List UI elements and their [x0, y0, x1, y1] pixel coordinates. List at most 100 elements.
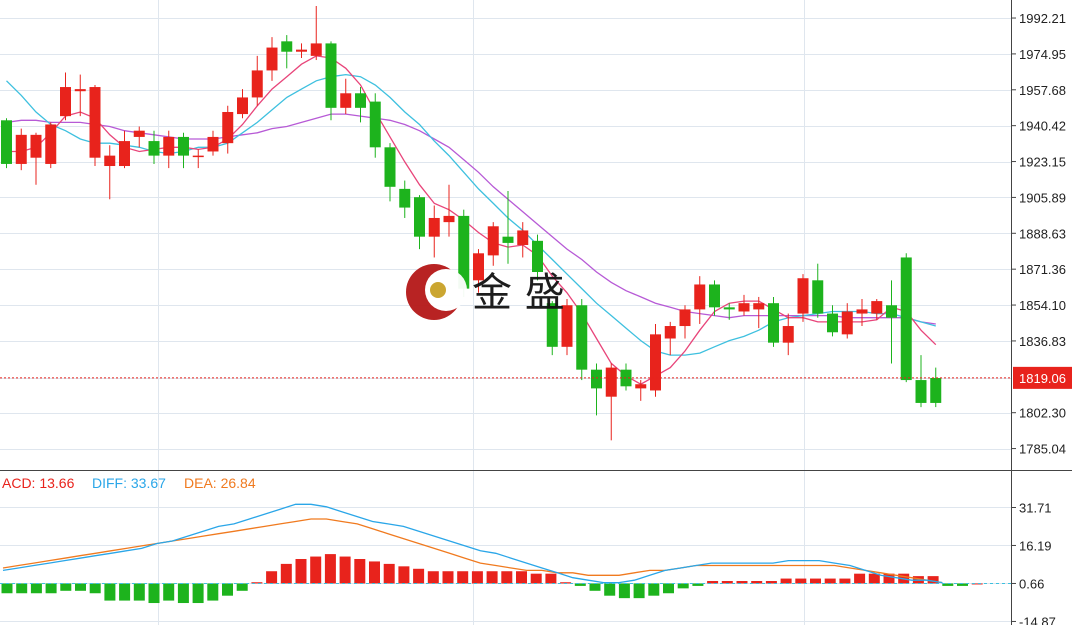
- candle-down: [576, 299, 588, 381]
- macd-bar: [1, 583, 13, 594]
- macd-bar: [442, 571, 454, 584]
- macd-bar: [104, 583, 116, 601]
- candle-body: [487, 226, 499, 256]
- candle-down: [384, 143, 396, 202]
- candle-up: [650, 323, 661, 397]
- candle-up: [30, 132, 42, 185]
- candle-body: [546, 303, 558, 347]
- candle-down: [930, 367, 942, 408]
- macd-bar: [413, 568, 425, 584]
- candle-body: [561, 305, 573, 347]
- candle-body: [797, 278, 809, 314]
- candle-body: [384, 147, 396, 187]
- candle-body: [45, 124, 57, 164]
- candle-body: [753, 303, 765, 310]
- candle-body: [178, 136, 189, 156]
- price-tick-label: 1905.89: [1019, 190, 1066, 205]
- candle-up: [133, 126, 145, 148]
- macd-bar: [501, 571, 513, 584]
- candle-down: [620, 363, 632, 391]
- macd-bar: [369, 561, 380, 584]
- macd-bar: [148, 583, 160, 604]
- candle-body: [738, 303, 750, 312]
- candle-up: [694, 276, 706, 324]
- candle-up: [296, 43, 307, 58]
- candle-body: [148, 141, 160, 156]
- ma-mid-line: [6, 73, 936, 356]
- candle-up: [797, 274, 809, 322]
- price-tick-label: 1871.36: [1019, 262, 1066, 277]
- candle-up: [856, 299, 868, 327]
- macd-histogram: [1, 554, 983, 604]
- macd-bar: [457, 571, 469, 584]
- candle-down: [886, 280, 897, 364]
- macd-bar: [971, 583, 983, 585]
- macd-bar: [560, 582, 572, 584]
- candle-down: [709, 280, 720, 316]
- candle-body: [635, 384, 647, 389]
- candle-up: [89, 84, 101, 167]
- candle-up: [163, 130, 175, 169]
- candle-down: [812, 263, 824, 318]
- candle-up: [753, 296, 765, 329]
- candle-body: [856, 309, 868, 314]
- macd-bar: [339, 556, 351, 584]
- candle-down: [178, 132, 189, 169]
- candle-up: [15, 128, 27, 171]
- jinsheng-logo-icon: [406, 264, 467, 320]
- candle-down: [827, 305, 838, 337]
- candle-up: [237, 89, 248, 119]
- candle-body: [296, 49, 307, 52]
- candle-body: [163, 136, 175, 156]
- price-tick-label: 1785.04: [1019, 442, 1066, 457]
- candle-body: [251, 70, 263, 98]
- current-price-tag: 1819.06: [1013, 366, 1072, 389]
- macd-bar: [589, 583, 601, 591]
- candle-body: [266, 47, 278, 71]
- macd-bar: [942, 583, 954, 586]
- candle-body: [15, 134, 27, 164]
- candle-up: [605, 363, 617, 441]
- macd-axis: 31.71 16.19 0.66 -14.87: [1011, 500, 1056, 625]
- candle-body: [207, 136, 219, 152]
- macd-bar: [824, 578, 836, 584]
- candle-body: [30, 134, 42, 158]
- dea-value-label: DEA: 26.84: [184, 475, 256, 491]
- macd-bar: [177, 583, 189, 604]
- candle-body: [502, 236, 514, 243]
- candle-up: [207, 130, 219, 156]
- macd-bar: [45, 583, 57, 594]
- candle-body: [591, 369, 602, 389]
- price-axis: 1992.21 1974.95 1957.68 1940.42 1923.15 1905.…: [1011, 11, 1066, 457]
- candle-body: [709, 284, 720, 308]
- candle-body: [827, 313, 838, 333]
- macd-bar: [163, 583, 175, 601]
- macd-bar: [692, 583, 704, 586]
- price-tick-label: 1854.10: [1019, 298, 1066, 313]
- current-price-label: 1819.06: [1019, 371, 1066, 386]
- macd-bar: [251, 582, 263, 584]
- candle-down: [1, 118, 12, 169]
- price-tick-label: 1802.30: [1019, 406, 1066, 421]
- candle-body: [576, 305, 588, 370]
- candle-body: [694, 284, 706, 310]
- candle-body: [886, 305, 897, 318]
- macd-bar: [839, 578, 851, 584]
- macd-bar: [854, 573, 866, 584]
- macd-bar: [89, 583, 101, 594]
- candle-up: [104, 145, 116, 200]
- macd-bar: [354, 558, 366, 584]
- candle-down: [148, 130, 160, 164]
- macd-bar: [765, 581, 777, 584]
- candle-down: [399, 180, 411, 218]
- candle-body: [237, 97, 248, 115]
- candle-up: [487, 222, 499, 266]
- macd-bar: [60, 583, 72, 591]
- macd-bar: [295, 558, 307, 584]
- macd-bar: [780, 578, 792, 584]
- candle-up: [74, 74, 86, 117]
- candle-up: [517, 222, 529, 258]
- macd-bar: [383, 563, 395, 584]
- candle-body: [768, 303, 779, 343]
